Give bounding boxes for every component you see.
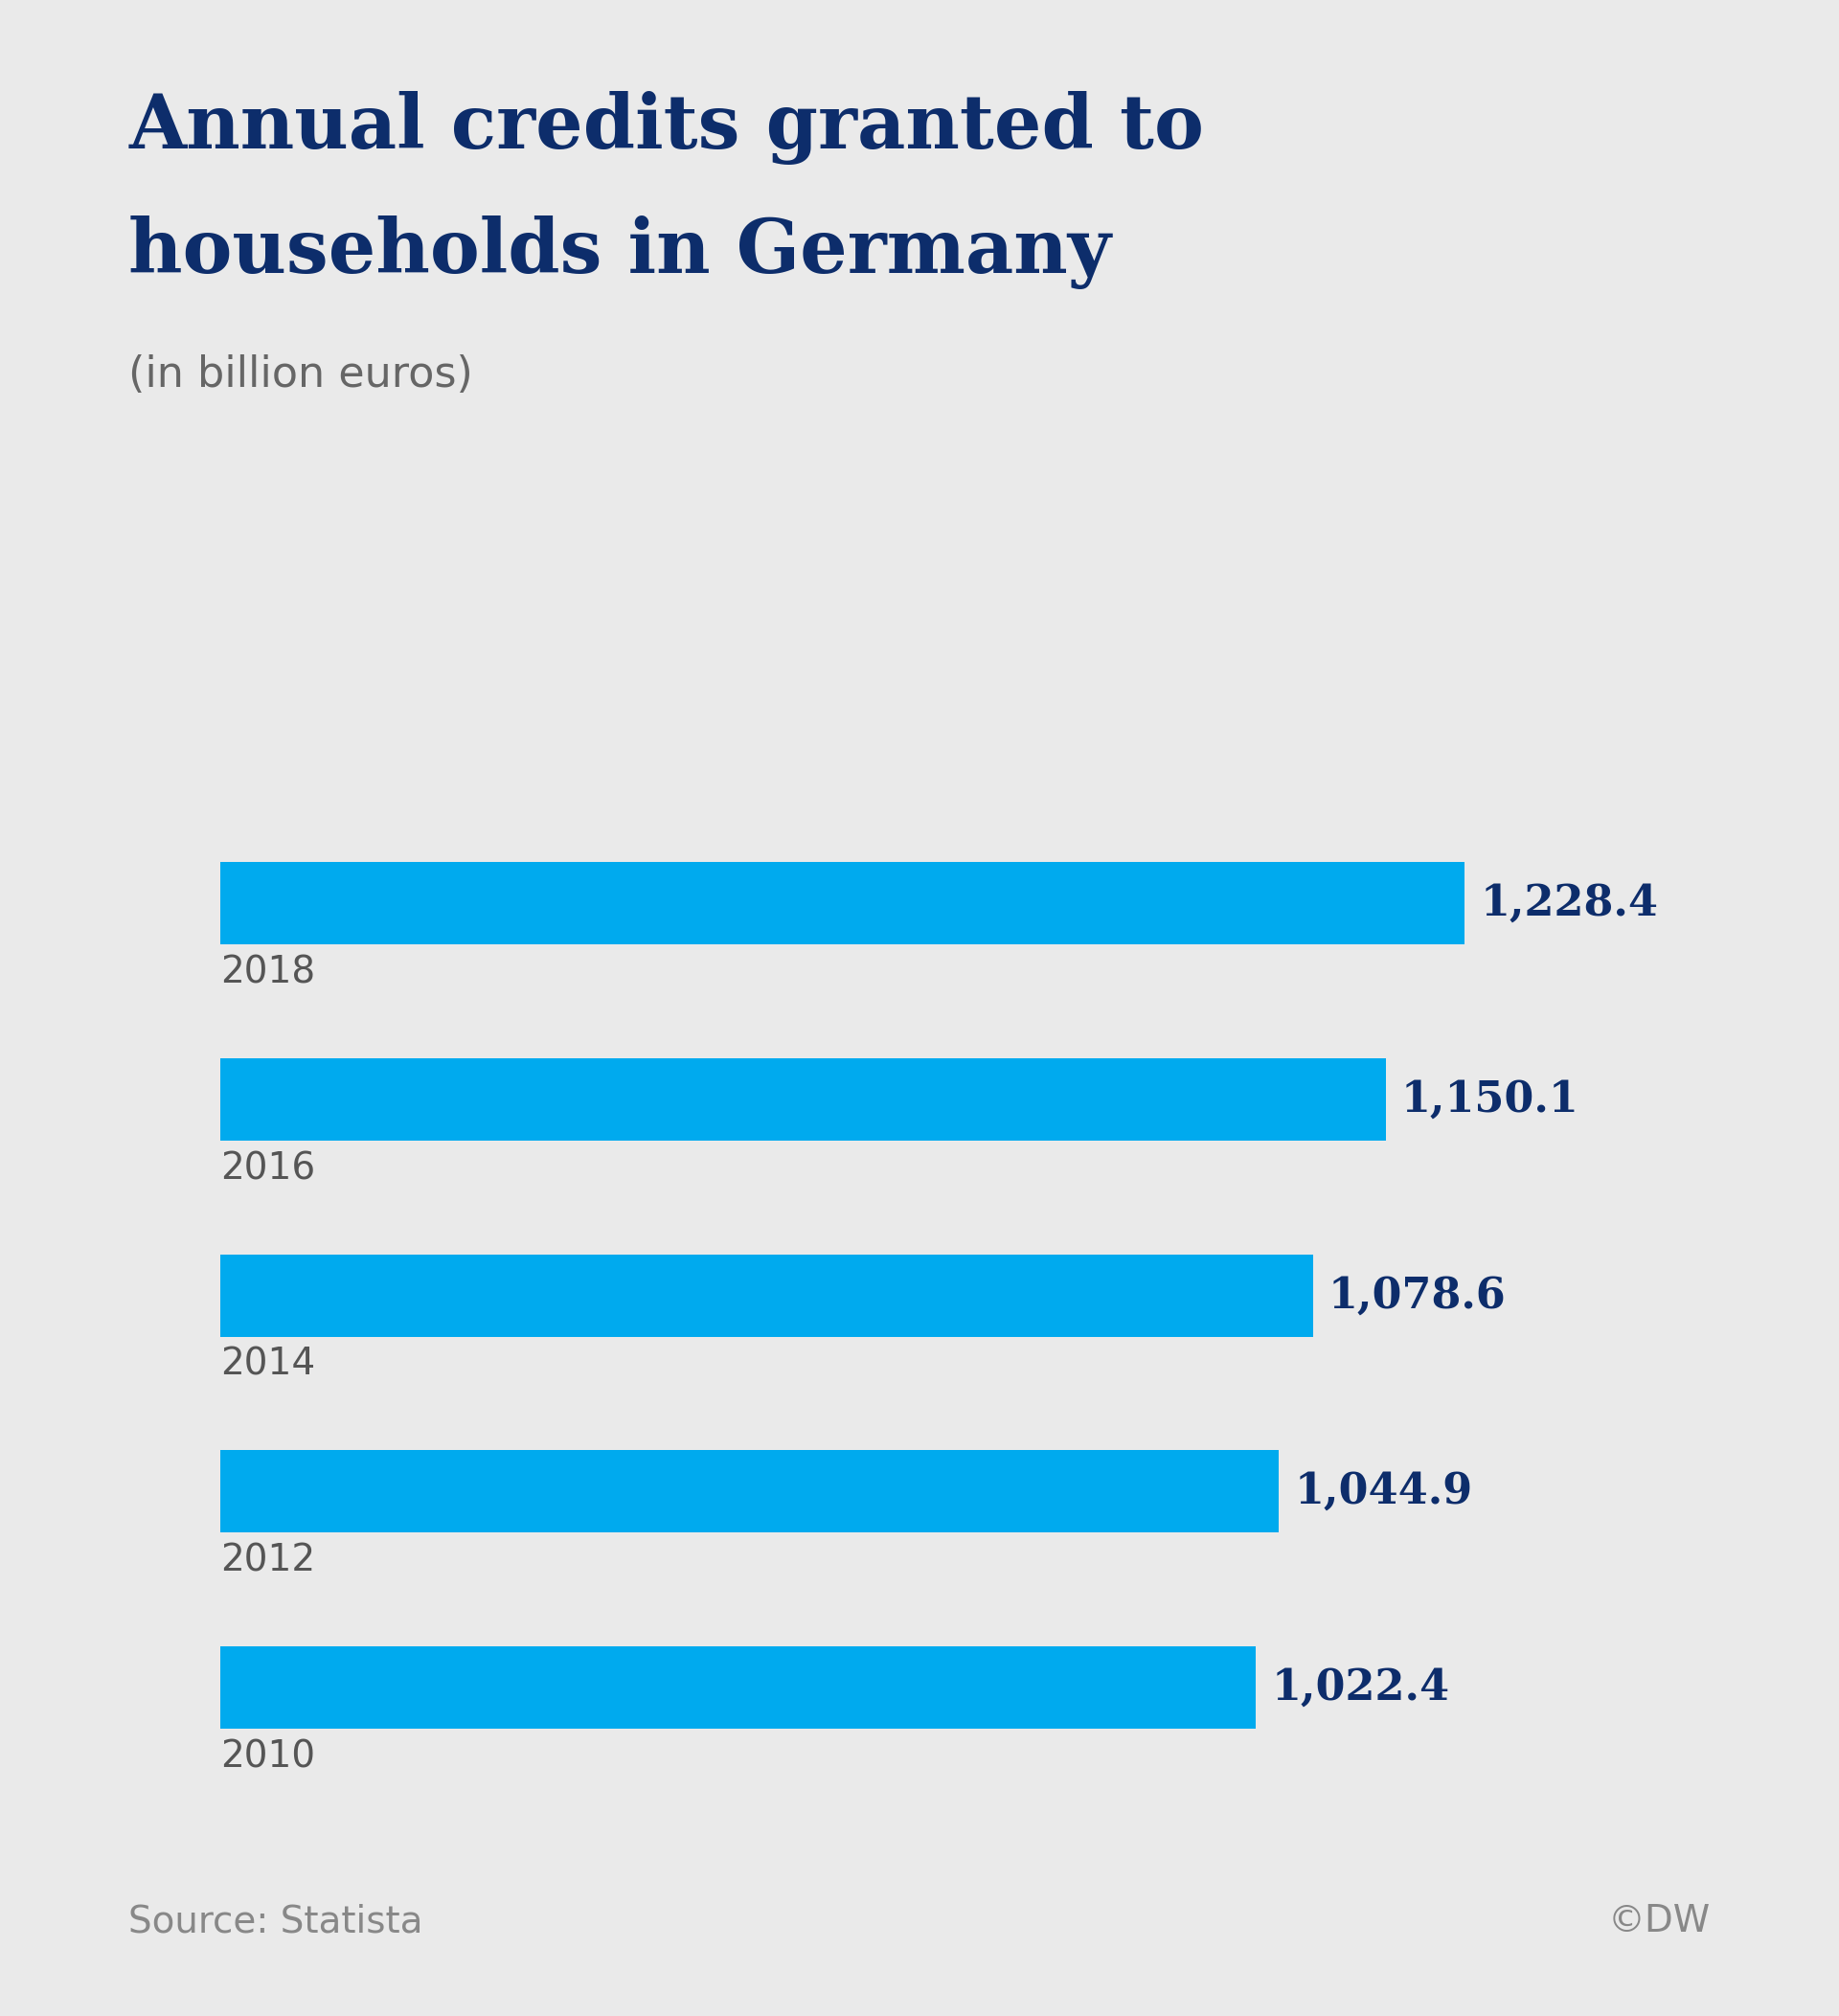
- Text: 2016: 2016: [221, 1151, 316, 1187]
- Text: 1,044.9: 1,044.9: [1295, 1472, 1473, 1512]
- Text: 2010: 2010: [221, 1738, 316, 1774]
- Text: 2014: 2014: [221, 1347, 316, 1383]
- Bar: [221, 1450, 1278, 1532]
- Text: households in Germany: households in Germany: [129, 216, 1111, 290]
- Text: 1,078.6: 1,078.6: [1328, 1274, 1506, 1316]
- Text: 1,150.1: 1,150.1: [1401, 1079, 1578, 1121]
- Text: ©DW: ©DW: [1607, 1903, 1710, 1939]
- Bar: [221, 1058, 1385, 1141]
- Text: 1,228.4: 1,228.4: [1480, 883, 1659, 923]
- Text: 2018: 2018: [221, 954, 316, 990]
- Bar: [221, 1647, 1256, 1728]
- Text: Source: Statista: Source: Statista: [129, 1903, 423, 1939]
- Bar: [221, 1254, 1313, 1337]
- Text: Annual credits granted to: Annual credits granted to: [129, 91, 1205, 165]
- Text: 2012: 2012: [221, 1542, 316, 1579]
- Text: 1,022.4: 1,022.4: [1271, 1667, 1449, 1708]
- Bar: [221, 863, 1466, 943]
- Text: (in billion euros): (in billion euros): [129, 355, 473, 395]
